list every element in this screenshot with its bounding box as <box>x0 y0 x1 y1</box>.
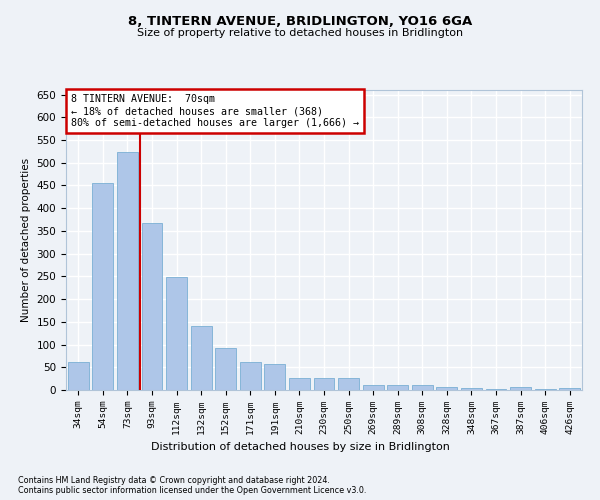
Bar <box>412 386 433 390</box>
Bar <box>68 362 89 390</box>
Bar <box>215 348 236 390</box>
Bar <box>436 387 457 390</box>
Text: Distribution of detached houses by size in Bridlington: Distribution of detached houses by size … <box>151 442 449 452</box>
Y-axis label: Number of detached properties: Number of detached properties <box>21 158 31 322</box>
Bar <box>535 389 556 390</box>
Text: Size of property relative to detached houses in Bridlington: Size of property relative to detached ho… <box>137 28 463 38</box>
Bar <box>338 378 359 390</box>
Bar <box>362 386 383 390</box>
Bar <box>117 152 138 390</box>
Bar <box>314 378 334 390</box>
Text: Contains HM Land Registry data © Crown copyright and database right 2024.: Contains HM Land Registry data © Crown c… <box>18 476 330 485</box>
Bar <box>289 378 310 390</box>
Text: Contains public sector information licensed under the Open Government Licence v3: Contains public sector information licen… <box>18 486 367 495</box>
Bar <box>191 326 212 390</box>
Bar <box>142 222 163 390</box>
Text: 8, TINTERN AVENUE, BRIDLINGTON, YO16 6GA: 8, TINTERN AVENUE, BRIDLINGTON, YO16 6GA <box>128 15 472 28</box>
Bar <box>461 388 482 390</box>
Text: 8 TINTERN AVENUE:  70sqm
← 18% of detached houses are smaller (368)
80% of semi-: 8 TINTERN AVENUE: 70sqm ← 18% of detache… <box>71 94 359 128</box>
Bar <box>265 364 286 390</box>
Bar <box>485 389 506 390</box>
Bar <box>166 278 187 390</box>
Bar <box>92 183 113 390</box>
Bar <box>510 388 531 390</box>
Bar <box>387 385 408 390</box>
Bar <box>559 388 580 390</box>
Bar <box>240 362 261 390</box>
